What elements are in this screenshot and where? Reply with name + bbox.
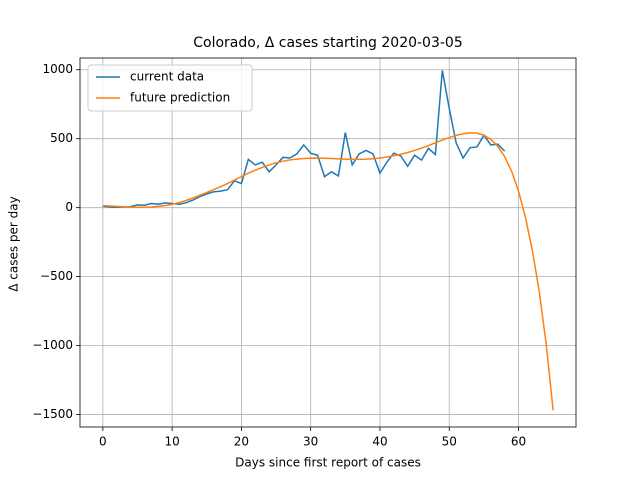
x-tick-label: 40 [372, 435, 387, 449]
y-tick-label: 0 [65, 200, 73, 214]
y-tick-label: 500 [50, 131, 73, 145]
data-line [102, 70, 506, 209]
legend-box [87, 64, 253, 112]
x-tick-label: 0 [99, 435, 107, 449]
plot-frame [79, 57, 577, 428]
x-tick-label: 60 [511, 435, 526, 449]
data-line [102, 132, 554, 411]
chart-title: Colorado, Δ cases starting 2020-03-05 [193, 35, 463, 51]
y-tick-label: −500 [40, 269, 73, 283]
x-tick-label: 30 [303, 435, 318, 449]
legend: current data future prediction [87, 64, 253, 112]
y-tick-label: −1000 [32, 338, 73, 352]
x-axis-label: Days since first report of cases [235, 456, 421, 470]
x-tick-label: 50 [442, 435, 457, 449]
y-tick-label: 1000 [42, 62, 73, 76]
y-axis-label: Δ cases per day [7, 196, 21, 292]
x-tick-label: 20 [234, 435, 249, 449]
legend-label: current data [130, 70, 204, 84]
y-tick-label: −1500 [32, 407, 73, 421]
legend-label: future prediction [130, 91, 230, 105]
x-tick-label: 10 [164, 435, 179, 449]
